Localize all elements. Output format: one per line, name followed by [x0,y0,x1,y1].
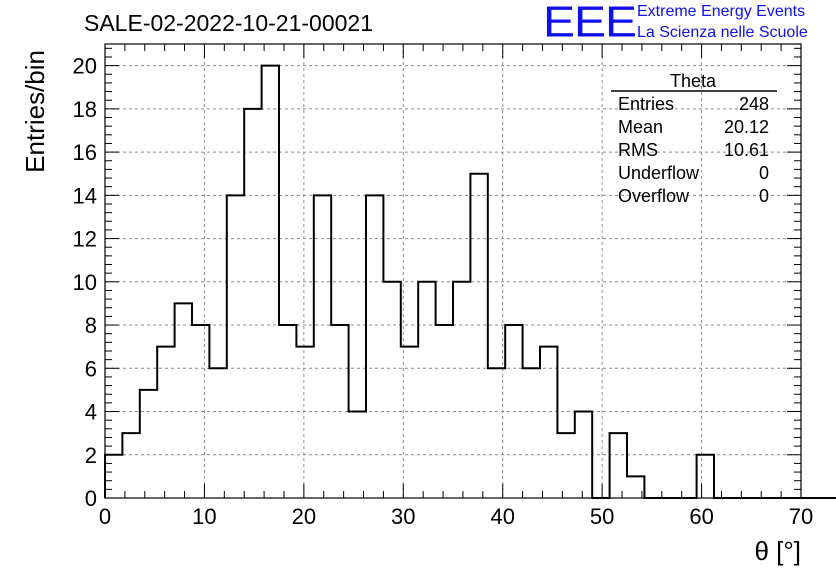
y-tick-label: 6 [85,356,97,381]
x-tick-label: 20 [292,504,316,529]
y-tick-label: 0 [85,486,97,511]
x-tick-label: 10 [192,504,216,529]
stats-row-value: 0 [759,186,769,206]
y-tick-label: 16 [73,140,97,165]
y-tick-label: 18 [73,97,97,122]
logo-subtitle-line1: Extreme Energy Events [637,3,806,20]
x-axis-label: θ [°] [754,536,801,566]
x-tick-label: 70 [789,504,813,529]
stats-row-value: 20.12 [724,117,769,137]
grid-lines [105,44,801,498]
x-tick-label: 0 [99,504,111,529]
chart-title: SALE-02-2022-10-21-00021 [84,10,373,36]
axes [104,43,802,499]
stats-row-value: 248 [739,94,769,114]
stats-row-value: 10.61 [724,140,769,160]
stats-row-value: 0 [759,163,769,183]
logo-subtitle-line2: La Scienza nelle Scuole [637,24,808,41]
y-tick-label: 2 [85,443,97,468]
stats-row-label: Underflow [618,163,700,183]
y-axis-label: Entries/bin [20,50,50,173]
y-tick-label: 10 [73,270,97,295]
eee-logo: EEE [543,0,637,47]
stats-title: Theta [670,71,717,91]
y-tick-label: 4 [85,400,97,425]
x-tick-label: 50 [590,504,614,529]
y-tick-label: 8 [85,313,97,338]
x-tick-label: 60 [689,504,713,529]
tick-labels: 0 10 20 30 40 50 60 70 0 2 4 6 8 10 12 14 16 18 20 [73,54,814,529]
stats-row-label: RMS [618,140,658,160]
stats-box: Theta Entries 248 Mean 20.12 RMS 10.61 Underfl… [611,71,777,206]
plot-frame [104,43,802,499]
stats-row-label: Entries [618,94,674,114]
stats-row-label: Mean [618,117,663,137]
x-tick-label: 40 [490,504,514,529]
y-tick-label: 12 [73,227,97,252]
y-tick-label: 20 [73,54,97,79]
y-tick-label: 14 [73,183,97,208]
stats-rows: Entries 248 Mean 20.12 RMS 10.61 Underflow 0 Ove… [618,94,769,206]
stats-row-label: Overflow [618,186,690,206]
x-tick-label: 30 [391,504,415,529]
